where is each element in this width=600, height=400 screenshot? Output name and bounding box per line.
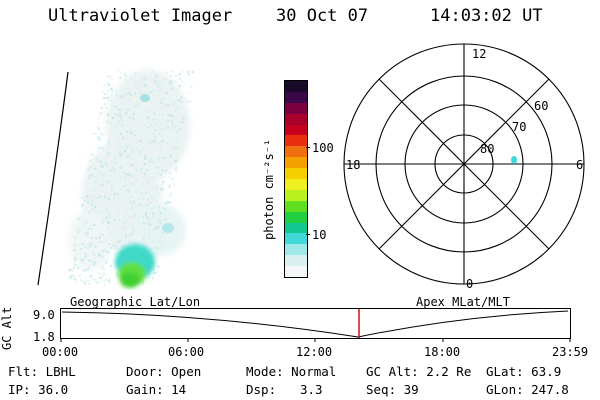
mlat-label-60: 60 — [534, 99, 548, 113]
time-tick-0600: 06:00 — [168, 345, 205, 359]
colorbar-tickmark — [306, 147, 310, 148]
timeline-left-title: Geographic Lat/Lon — [70, 295, 201, 309]
earth-limb — [37, 71, 69, 286]
colorbar — [284, 80, 308, 278]
colorbar-segment — [285, 255, 307, 267]
altitude-curve — [61, 310, 569, 338]
timeline-y-label: GC Alt — [0, 306, 14, 350]
timeline-y-tick-high: 9.0 — [33, 308, 55, 322]
timeline-plot — [60, 308, 571, 342]
colorbar-tickmark — [306, 234, 310, 235]
info-filter: Flt: LBHL — [8, 364, 76, 379]
timeline-y-tick-low: 1.8 — [33, 330, 55, 344]
mlt-label-18: 18 — [346, 158, 360, 172]
info-glat: GLat: 63.9 — [486, 364, 562, 379]
info-gain: Gain: 14 — [126, 382, 187, 397]
colorbar-segment — [285, 81, 307, 92]
colorbar-segment — [285, 211, 307, 223]
auroral-image — [37, 70, 194, 288]
colorbar-segment — [285, 168, 307, 180]
instrument-title: Ultraviolet Imager — [48, 6, 233, 26]
emission-speckle — [68, 70, 194, 287]
colorbar-segment — [285, 135, 307, 147]
observation-time: 14:03:02 UT — [430, 6, 543, 26]
mlt-label-6: 6 — [576, 158, 583, 172]
info-door: Door: Open — [126, 364, 202, 379]
mlat-label-80: 80 — [480, 142, 494, 156]
info-glon: GLon: 247.8 — [486, 382, 569, 397]
info-mode: Mode: Normal — [246, 364, 337, 379]
colorbar-segment — [285, 146, 307, 158]
colorbar-label: photon cm⁻²s⁻¹ — [262, 138, 276, 240]
colorbar-segment — [285, 233, 307, 245]
mlat-label-70: 70 — [512, 120, 526, 134]
info-gc-alt: GC Alt: 2.2 Re — [366, 364, 472, 379]
colorbar-tick-10: 10 — [312, 228, 327, 242]
colorbar-segment — [285, 200, 307, 212]
colorbar-segment — [285, 157, 307, 169]
info-seq: Seq: 39 — [366, 382, 419, 397]
timeline-right-title: Apex MLat/MLT — [416, 295, 510, 309]
polar-emission-spot — [511, 156, 517, 164]
info-dsp-value: 3.3 — [300, 382, 323, 397]
colorbar-segment — [285, 189, 307, 201]
time-tick-1800: 18:00 — [424, 345, 461, 359]
colorbar-segment — [285, 179, 307, 190]
info-ip: IP: 36.0 — [8, 382, 69, 397]
mlt-label-0: 0 — [466, 277, 473, 291]
colorbar-tick-100: 100 — [312, 141, 334, 155]
time-tick-1200: 12:00 — [296, 345, 333, 359]
colorbar-segment — [285, 91, 307, 103]
colorbar-segment — [285, 266, 307, 278]
colorbar-segment — [285, 124, 307, 136]
time-tick-0000: 00:00 — [42, 345, 79, 359]
mlt-label-12: 12 — [472, 47, 486, 61]
colorbar-segment — [285, 222, 307, 234]
info-dsp-label: Dsp: — [246, 382, 277, 397]
colorbar-segment — [285, 113, 307, 125]
time-tick-2359: 23:59 — [552, 345, 589, 359]
polar-plot: 12 18 6 0 60 70 80 — [343, 43, 585, 291]
observation-date: 30 Oct 07 — [276, 6, 369, 26]
polar-axis-diagonal — [378, 78, 550, 250]
colorbar-segment — [285, 102, 307, 114]
colorbar-segment — [285, 244, 307, 256]
